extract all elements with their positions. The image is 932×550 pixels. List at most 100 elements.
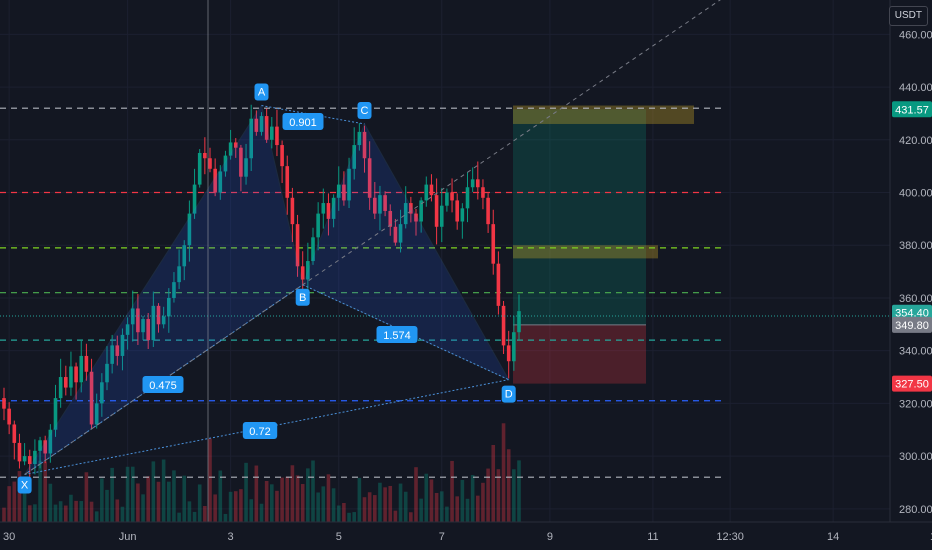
candle-body (362, 131, 367, 159)
target-zone[interactable] (513, 245, 658, 259)
volume-bar (110, 467, 114, 522)
profit-zone[interactable] (513, 109, 646, 325)
candle-body (450, 192, 454, 201)
harmonic-pattern[interactable]: X A B C D 0.901 0.475 1.574 0.72 (17, 0, 722, 494)
pattern-point-a[interactable]: A (254, 83, 269, 101)
volume-bar (100, 478, 104, 522)
candle-body (233, 142, 238, 148)
candle-body (48, 429, 53, 454)
candle-body (125, 324, 130, 335)
price-tag: 349.80 (892, 316, 932, 333)
price-tick-label: 280.00 (899, 504, 932, 516)
volume-bar (362, 497, 367, 522)
loss-zone[interactable] (513, 324, 646, 384)
point-label: D (505, 389, 513, 401)
volume-bars (2, 423, 521, 522)
volume-bar (228, 491, 233, 522)
volume-bar (429, 479, 434, 522)
candle-body (424, 184, 429, 201)
volume-bar (414, 467, 418, 522)
candle-body (347, 168, 351, 201)
volume-bar (290, 465, 295, 522)
ratio-0-72[interactable]: 0.72 (242, 422, 278, 439)
candle-body (300, 266, 305, 280)
candle-body (290, 197, 295, 225)
candle-body (465, 187, 470, 209)
pattern-point-x[interactable]: X (17, 476, 32, 494)
candle-body (280, 145, 284, 167)
candle-body (342, 184, 346, 201)
candlesticks (2, 104, 521, 478)
candle-body (352, 145, 356, 169)
volume-bar (393, 510, 398, 522)
candle-body (486, 197, 490, 225)
candle-body (373, 197, 377, 214)
candle-body (172, 282, 176, 298)
candle-body (409, 203, 413, 214)
candle-body (141, 319, 145, 333)
candle-body (84, 355, 89, 372)
volume-bar (192, 511, 197, 522)
candle-body (105, 363, 109, 383)
candle-body (249, 118, 253, 159)
candle-body (120, 334, 125, 356)
volume-bar (38, 460, 42, 522)
volume-bar (378, 482, 382, 522)
volume-bar (213, 494, 217, 522)
ratio-0-475[interactable]: 0.475 (142, 376, 184, 393)
candle-body (311, 237, 315, 262)
volume-bar (187, 501, 192, 522)
volume-bar (347, 512, 351, 522)
ratio-1-574[interactable]: 1.574 (376, 326, 418, 343)
time-tick-label: Jun (119, 531, 137, 543)
volume-bar (84, 472, 89, 522)
candle-body (321, 203, 326, 214)
volume-bar (357, 477, 362, 522)
price-axis[interactable]: 460.00 440.00 420.00 400.00 380.00 360.00 340.… (889, 0, 932, 522)
volume-bar (311, 460, 315, 522)
ratio-0-901[interactable]: 0.901 (282, 113, 324, 130)
target-zone[interactable] (513, 105, 694, 124)
volume-bar (48, 483, 53, 522)
candle-body (146, 319, 150, 341)
volume-bar (259, 503, 264, 522)
candle-body (512, 332, 516, 362)
price-tick-label: 460.00 (899, 29, 932, 41)
volume-bar (203, 505, 207, 522)
long-position-tool[interactable] (513, 105, 694, 384)
price-tick-label: 360.00 (899, 293, 932, 305)
candle-body (460, 208, 465, 222)
volume-bar (22, 486, 27, 522)
volume-bar (105, 489, 109, 522)
candle-body (187, 213, 192, 246)
volume-bar (300, 484, 305, 522)
pattern-point-b[interactable]: B (295, 288, 310, 306)
candle-body (197, 152, 202, 185)
candle-body (439, 205, 444, 227)
time-tick-label: 11 (647, 531, 658, 543)
ratio-label: 0.475 (149, 380, 177, 392)
price-tag-box (892, 316, 932, 333)
volume-bar (172, 470, 176, 522)
candle-body (434, 195, 439, 227)
time-tick-label: 7 (439, 531, 445, 543)
candle-body (481, 187, 485, 198)
volume-bar (450, 460, 454, 522)
time-axis[interactable]: 30 Jun 3 5 7 9 11 12:30 14 16 (0, 521, 932, 543)
pattern-point-d[interactable]: D (501, 385, 516, 403)
pattern-point-c[interactable]: C (357, 101, 372, 119)
currency-label[interactable]: USDT (888, 6, 928, 26)
price-tag: 327.50 (892, 375, 932, 392)
volume-bar (182, 475, 187, 522)
time-tick-label: 3 (228, 531, 234, 543)
volume-bar (331, 488, 336, 522)
candle-body (208, 158, 212, 169)
volume-bar (249, 499, 253, 522)
candle-body (326, 203, 331, 219)
candle-body (429, 184, 434, 196)
candle-body (12, 424, 17, 443)
candle-body (398, 224, 403, 243)
volume-bar (244, 462, 248, 522)
